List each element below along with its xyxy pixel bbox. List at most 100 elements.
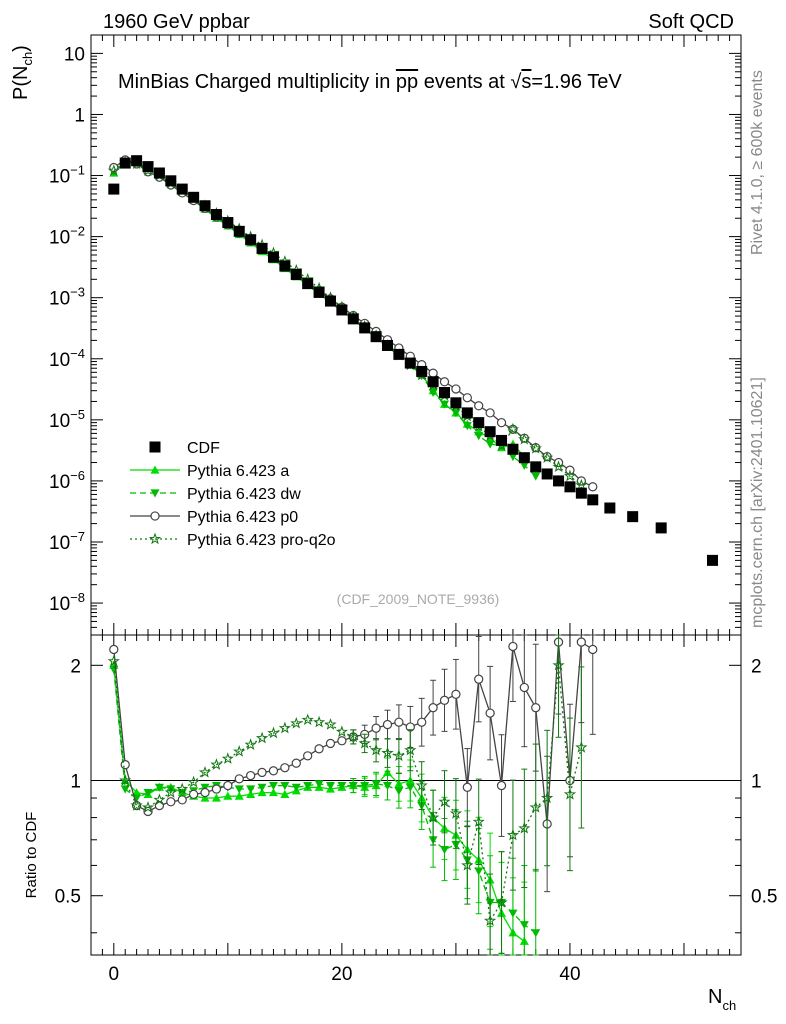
ratio-point-pythia-6-423-pro-q2o (119, 774, 132, 786)
ratio-point-pythia-6-423-p0 (223, 780, 233, 791)
series-cdf (108, 155, 718, 566)
data-point-pythia-6-423-dw (451, 409, 461, 418)
ratio-plot-frame (90, 634, 742, 956)
series-line-pythia-6-423-pro-q2o (113, 161, 582, 486)
data-point-cdf (199, 200, 211, 212)
data-point-cdf (404, 357, 416, 369)
ratio-point-pythia-6-423-p0 (576, 637, 587, 647)
legend-label: Pythia 6.423 a (187, 463, 289, 480)
ratio-point-pythia-6-423-pro-q2o (392, 749, 405, 761)
data-point-pythia-6-423-pro-q2o (107, 164, 120, 176)
ratio-point-pythia-6-423-dw (405, 783, 415, 792)
legend-label: CDF (187, 440, 220, 457)
ratio-point-pythia-6-423-a (246, 789, 256, 798)
header-right-label: Soft QCD (648, 11, 734, 33)
process-label: pp (396, 71, 418, 93)
y-tick-label: 10−7 (49, 529, 85, 554)
ratio-point-pythia-6-423-dw (508, 909, 518, 918)
y-tick-label: 10−5 (49, 407, 85, 432)
legend-label: Pythia 6.423 p0 (187, 509, 298, 526)
ratio-point-pythia-6-423-a (234, 791, 244, 800)
data-point-cdf (119, 157, 131, 169)
data-point-cdf (450, 397, 462, 409)
data-point-cdf (142, 161, 154, 173)
y-tick-label: 10−6 (49, 468, 85, 493)
ratio-point-pythia-6-423-a (257, 788, 267, 797)
data-point-pythia-6-423-p0 (439, 377, 450, 387)
ratio-point-pythia-6-423-pro-q2o (575, 740, 588, 753)
ratio-point-pythia-6-423-pro-q2o (210, 758, 223, 770)
ratio-point-pythia-6-423-pro-q2o (141, 801, 155, 813)
ratio-point-pythia-6-423-pro-q2o (358, 737, 371, 749)
data-point-cdf (706, 554, 718, 566)
ratio-point-pythia-6-423-p0 (474, 674, 484, 684)
ratio-point-pythia-6-423-p0 (496, 780, 507, 791)
ratio-point-pythia-6-423-p0 (451, 689, 461, 699)
data-point-cdf (381, 339, 393, 351)
y-tick-label: 10−1 (49, 163, 85, 188)
data-point-cdf (302, 278, 314, 290)
data-point-pythia-6-423-p0 (485, 408, 495, 418)
data-point-pythia-6-423-dw (462, 422, 472, 431)
ratio-point-pythia-6-423-p0 (188, 789, 199, 800)
ratio-series-pythia-6-423-pro-q2o (107, 634, 588, 956)
ratio-point-pythia-6-423-p0 (280, 763, 290, 773)
main-axes: 10 1 10−1 10−2 10−3 10−4 10−5 10−6 10−7 10−8 (49, 35, 741, 635)
ratio-point-pythia-6-423-pro-q2o (290, 717, 303, 729)
ratio-point-pythia-6-423-pro-q2o (461, 859, 474, 871)
ratio-point-pythia-6-423-a (211, 793, 221, 802)
ratio-point-pythia-6-423-pro-q2o (324, 718, 337, 730)
ratio-point-pythia-6-423-dw (120, 785, 130, 794)
ratio-axes: 2 2 1 1 0.5 0.5 0 20 40 (55, 635, 777, 985)
ratio-point-pythia-6-423-dw (382, 781, 392, 791)
ratio-point-pythia-6-423-a (200, 793, 210, 802)
data-point-cdf (256, 242, 268, 254)
data-point-cdf (541, 468, 553, 480)
ratio-point-pythia-6-423-pro-q2o (347, 730, 360, 743)
x-tick-label: 40 (559, 964, 580, 985)
ratio-point-pythia-6-423-pro-q2o (313, 715, 326, 728)
legend-marker (149, 441, 161, 453)
ratio-point-pythia-6-423-dw (325, 781, 335, 791)
legend: CDF Pythia 6.423 a Pythia 6.423 dw Pythia 6… (130, 440, 336, 549)
ratio-point-pythia-6-423-a (132, 788, 142, 797)
data-point-pythia-6-423-dw (519, 461, 529, 470)
data-point-cdf (416, 365, 428, 377)
ratio-point-pythia-6-423-dw (394, 787, 404, 796)
data-point-cdf (496, 434, 508, 446)
ratio-point-pythia-6-423-a (223, 791, 233, 800)
ratio-point-pythia-6-423-a (280, 789, 290, 798)
data-point-pythia-6-423-pro-q2o (563, 469, 577, 482)
ratio-point-pythia-6-423-dw (474, 867, 484, 876)
ratio-point-pythia-6-423-pro-q2o (369, 743, 383, 756)
ratio-point-pythia-6-423-pro-q2o (552, 658, 565, 671)
y-tick-label: 10−2 (49, 224, 85, 249)
x-tick-label: 20 (331, 964, 352, 985)
ratio-point-pythia-6-423-pro-q2o (187, 775, 200, 788)
ratio-point-pythia-6-423-pro-q2o (563, 787, 577, 800)
ratio-point-pythia-6-423-pro-q2o (449, 806, 463, 819)
data-point-pythia-6-423-dw (474, 432, 484, 441)
ratio-point-pythia-6-423-pro-q2o (518, 821, 531, 834)
data-point-cdf (439, 387, 451, 399)
data-point-cdf (153, 167, 165, 179)
data-point-cdf (233, 225, 245, 237)
series-pythia-6-423-pro-q2o (107, 155, 588, 491)
ratio-line-pythia-6-423-pro-q2o (113, 661, 583, 923)
x-axis-label: Nch (708, 986, 736, 1013)
ratio-point-pythia-6-423-dw (337, 781, 347, 791)
ratio-point-pythia-6-423-p0 (325, 738, 336, 749)
ratio-point-pythia-6-423-pro-q2o (255, 731, 269, 744)
data-point-cdf (359, 322, 371, 334)
data-point-cdf (530, 461, 542, 473)
ratio-point-pythia-6-423-dw (440, 845, 450, 855)
data-point-pythia-6-423-pro-q2o (506, 422, 520, 435)
ratio-point-pythia-6-423-dw (303, 781, 313, 791)
mcplots-label: mcplots.cern.ch [arXiv:2401.10621] (749, 377, 766, 628)
ratio-y-tick-label-right: 2 (751, 656, 762, 677)
ratio-series-pythia-6-423-a (109, 660, 529, 956)
data-point-cdf (427, 376, 439, 388)
ratio-point-pythia-6-423-dw (154, 783, 164, 792)
ratio-point-pythia-6-423-pro-q2o (529, 801, 542, 813)
